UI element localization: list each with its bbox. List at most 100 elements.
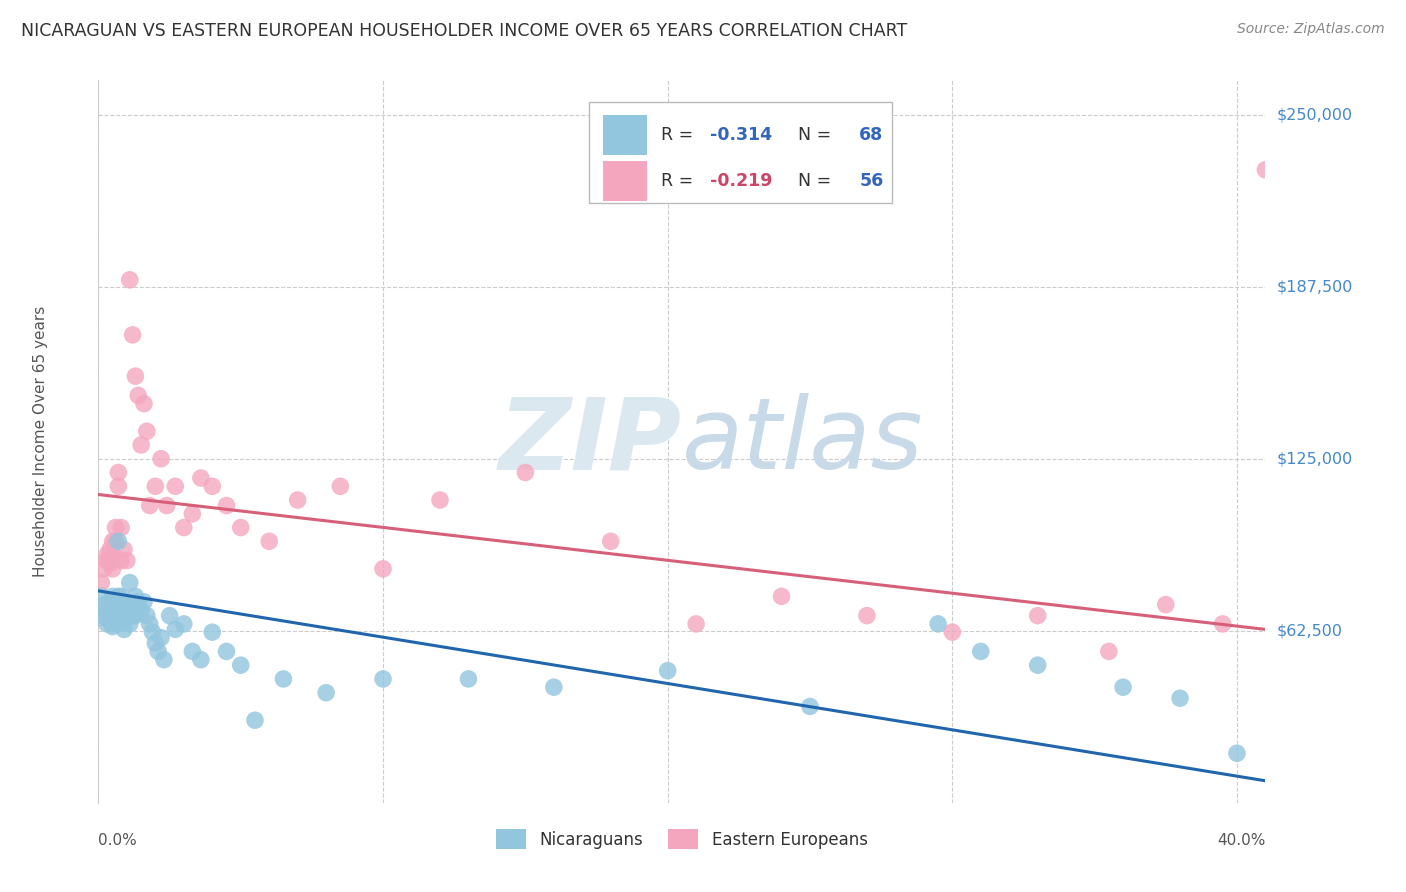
Point <box>96 611 118 625</box>
Point <box>315 686 337 700</box>
Bar <box>603 161 647 201</box>
Point <box>371 672 394 686</box>
Point <box>150 631 173 645</box>
Point <box>118 616 141 631</box>
FancyBboxPatch shape <box>589 102 891 203</box>
Point <box>1112 680 1135 694</box>
Point <box>101 534 124 549</box>
Point <box>457 672 479 686</box>
Point <box>110 520 132 534</box>
Point <box>1154 598 1177 612</box>
Point <box>101 548 124 562</box>
Point <box>101 562 124 576</box>
Point <box>941 625 963 640</box>
Point <box>429 493 451 508</box>
Text: atlas: atlas <box>682 393 924 490</box>
Point <box>165 623 187 637</box>
Point <box>96 553 118 567</box>
Point <box>273 672 295 686</box>
Point <box>685 616 707 631</box>
Text: -0.219: -0.219 <box>710 172 772 190</box>
Text: 68: 68 <box>859 127 883 145</box>
Point <box>657 664 679 678</box>
Point <box>124 608 146 623</box>
Point <box>107 466 129 480</box>
Point <box>165 479 187 493</box>
Point <box>98 557 121 571</box>
Bar <box>603 115 647 155</box>
Point <box>127 595 149 609</box>
Point <box>96 603 118 617</box>
Point <box>515 466 537 480</box>
Point <box>93 598 115 612</box>
Text: -0.314: -0.314 <box>710 127 772 145</box>
Point <box>118 575 141 590</box>
Point <box>118 273 141 287</box>
Point <box>127 388 149 402</box>
Point <box>101 590 124 604</box>
Point <box>770 590 793 604</box>
Point <box>121 598 143 612</box>
Point <box>104 606 127 620</box>
Point <box>110 598 132 612</box>
Point <box>329 479 352 493</box>
Point <box>98 600 121 615</box>
Point <box>98 614 121 628</box>
Point <box>173 616 195 631</box>
Point <box>104 595 127 609</box>
Point <box>156 499 179 513</box>
Point <box>112 623 135 637</box>
Text: R =: R = <box>661 172 699 190</box>
Point <box>104 534 127 549</box>
Point <box>1212 616 1234 631</box>
Point <box>229 658 252 673</box>
Point <box>141 625 163 640</box>
Point <box>96 616 118 631</box>
Point <box>101 603 124 617</box>
Point <box>110 590 132 604</box>
Point <box>104 600 127 615</box>
Point <box>1340 616 1362 631</box>
Point <box>1026 658 1049 673</box>
Point <box>181 644 204 658</box>
Point <box>96 548 118 562</box>
Point <box>229 520 252 534</box>
Text: 40.0%: 40.0% <box>1218 833 1265 848</box>
Point <box>1282 631 1305 645</box>
Point <box>90 575 112 590</box>
Point <box>1098 644 1121 658</box>
Point <box>215 499 238 513</box>
Point <box>215 644 238 658</box>
Point <box>90 590 112 604</box>
Text: $187,500: $187,500 <box>1277 279 1353 294</box>
Text: Householder Income Over 65 years: Householder Income Over 65 years <box>32 306 48 577</box>
Point <box>1168 691 1191 706</box>
Point <box>1310 631 1333 645</box>
Point <box>150 451 173 466</box>
Point <box>107 590 129 604</box>
Point <box>110 553 132 567</box>
Point <box>115 600 138 615</box>
Point <box>112 542 135 557</box>
Point <box>143 636 166 650</box>
Point <box>856 608 879 623</box>
Point <box>201 625 224 640</box>
Point <box>121 608 143 623</box>
Point <box>104 520 127 534</box>
Point <box>101 608 124 623</box>
Point <box>1254 162 1277 177</box>
Text: N =: N = <box>787 127 837 145</box>
Point <box>190 471 212 485</box>
Point <box>132 397 155 411</box>
Point <box>107 479 129 493</box>
Text: N =: N = <box>787 172 837 190</box>
Point <box>93 608 115 623</box>
Point <box>1368 631 1391 645</box>
Point <box>201 479 224 493</box>
Point <box>138 499 160 513</box>
Point <box>104 614 127 628</box>
Point <box>927 616 949 631</box>
Text: 56: 56 <box>859 172 883 190</box>
Text: NICARAGUAN VS EASTERN EUROPEAN HOUSEHOLDER INCOME OVER 65 YEARS CORRELATION CHAR: NICARAGUAN VS EASTERN EUROPEAN HOUSEHOLD… <box>21 22 907 40</box>
Point <box>243 713 266 727</box>
